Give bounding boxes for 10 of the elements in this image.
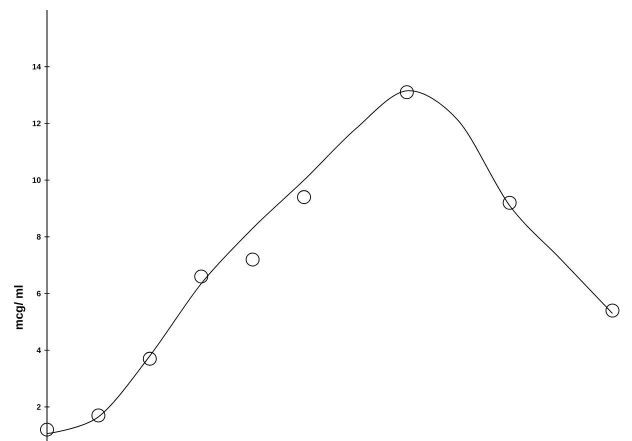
point — [400, 85, 414, 100]
point — [606, 304, 620, 318]
point — [91, 408, 106, 422]
point — [297, 190, 311, 204]
point — [142, 352, 157, 366]
y-axis-title: mcg/ ml — [14, 286, 26, 330]
point — [502, 196, 517, 210]
point — [194, 270, 208, 284]
point — [246, 252, 260, 266]
point — [40, 422, 54, 437]
